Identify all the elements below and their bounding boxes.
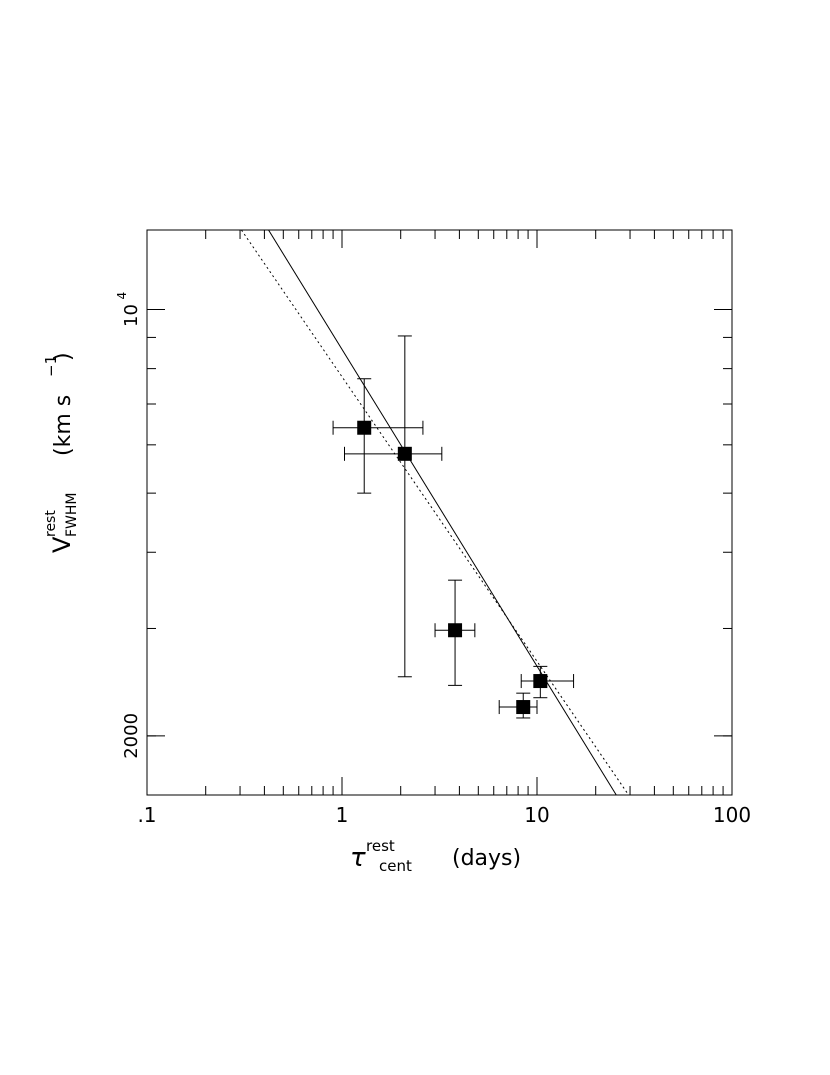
x-axis-units: (days)	[452, 846, 521, 871]
data-point	[498, 692, 538, 719]
y-axis-symbol: V	[48, 536, 76, 553]
data-points	[332, 335, 575, 719]
data-marker	[357, 420, 372, 435]
x-tick-label: .1	[137, 803, 156, 827]
y-tick-label: 10 4	[115, 292, 142, 327]
data-point	[434, 579, 476, 686]
data-marker	[448, 623, 463, 638]
plot-frame	[146, 229, 733, 796]
y-axis-subscript: FWHM	[64, 492, 80, 537]
data-point	[332, 378, 424, 494]
x-tick-label: 1	[336, 803, 349, 827]
y-axis-title: V rest FWHM (km s −1 )	[42, 352, 80, 553]
fit-line-dotted	[241, 229, 630, 796]
y-axis-units-close: )	[51, 352, 76, 361]
data-marker	[516, 700, 531, 715]
x-tick-label: 100	[713, 803, 751, 827]
data-point	[520, 665, 575, 699]
tick-labels: .1 1 10 100 2000 10 4	[115, 292, 751, 827]
y-tick-label-base: 10	[121, 304, 142, 327]
y-tick-label-exponent: 4	[115, 292, 129, 300]
x-tick-label: 10	[524, 803, 549, 827]
data-marker	[397, 446, 412, 461]
y-axis-units: (km s	[51, 395, 76, 456]
y-tick-label-text: 2000	[121, 713, 142, 759]
fit-line-solid	[268, 229, 617, 796]
y-axis-units-exponent: −1	[42, 355, 60, 377]
y-tick-label: 2000	[121, 713, 142, 759]
data-point	[344, 335, 443, 678]
x-axis-superscript: rest	[366, 837, 395, 855]
tick-marks	[146, 230, 732, 795]
fit-lines	[241, 229, 630, 796]
x-axis-subscript: cent	[379, 857, 412, 875]
x-axis-symbol: τ	[350, 843, 366, 873]
y-axis-superscript: rest	[43, 510, 59, 537]
data-marker	[533, 674, 548, 689]
